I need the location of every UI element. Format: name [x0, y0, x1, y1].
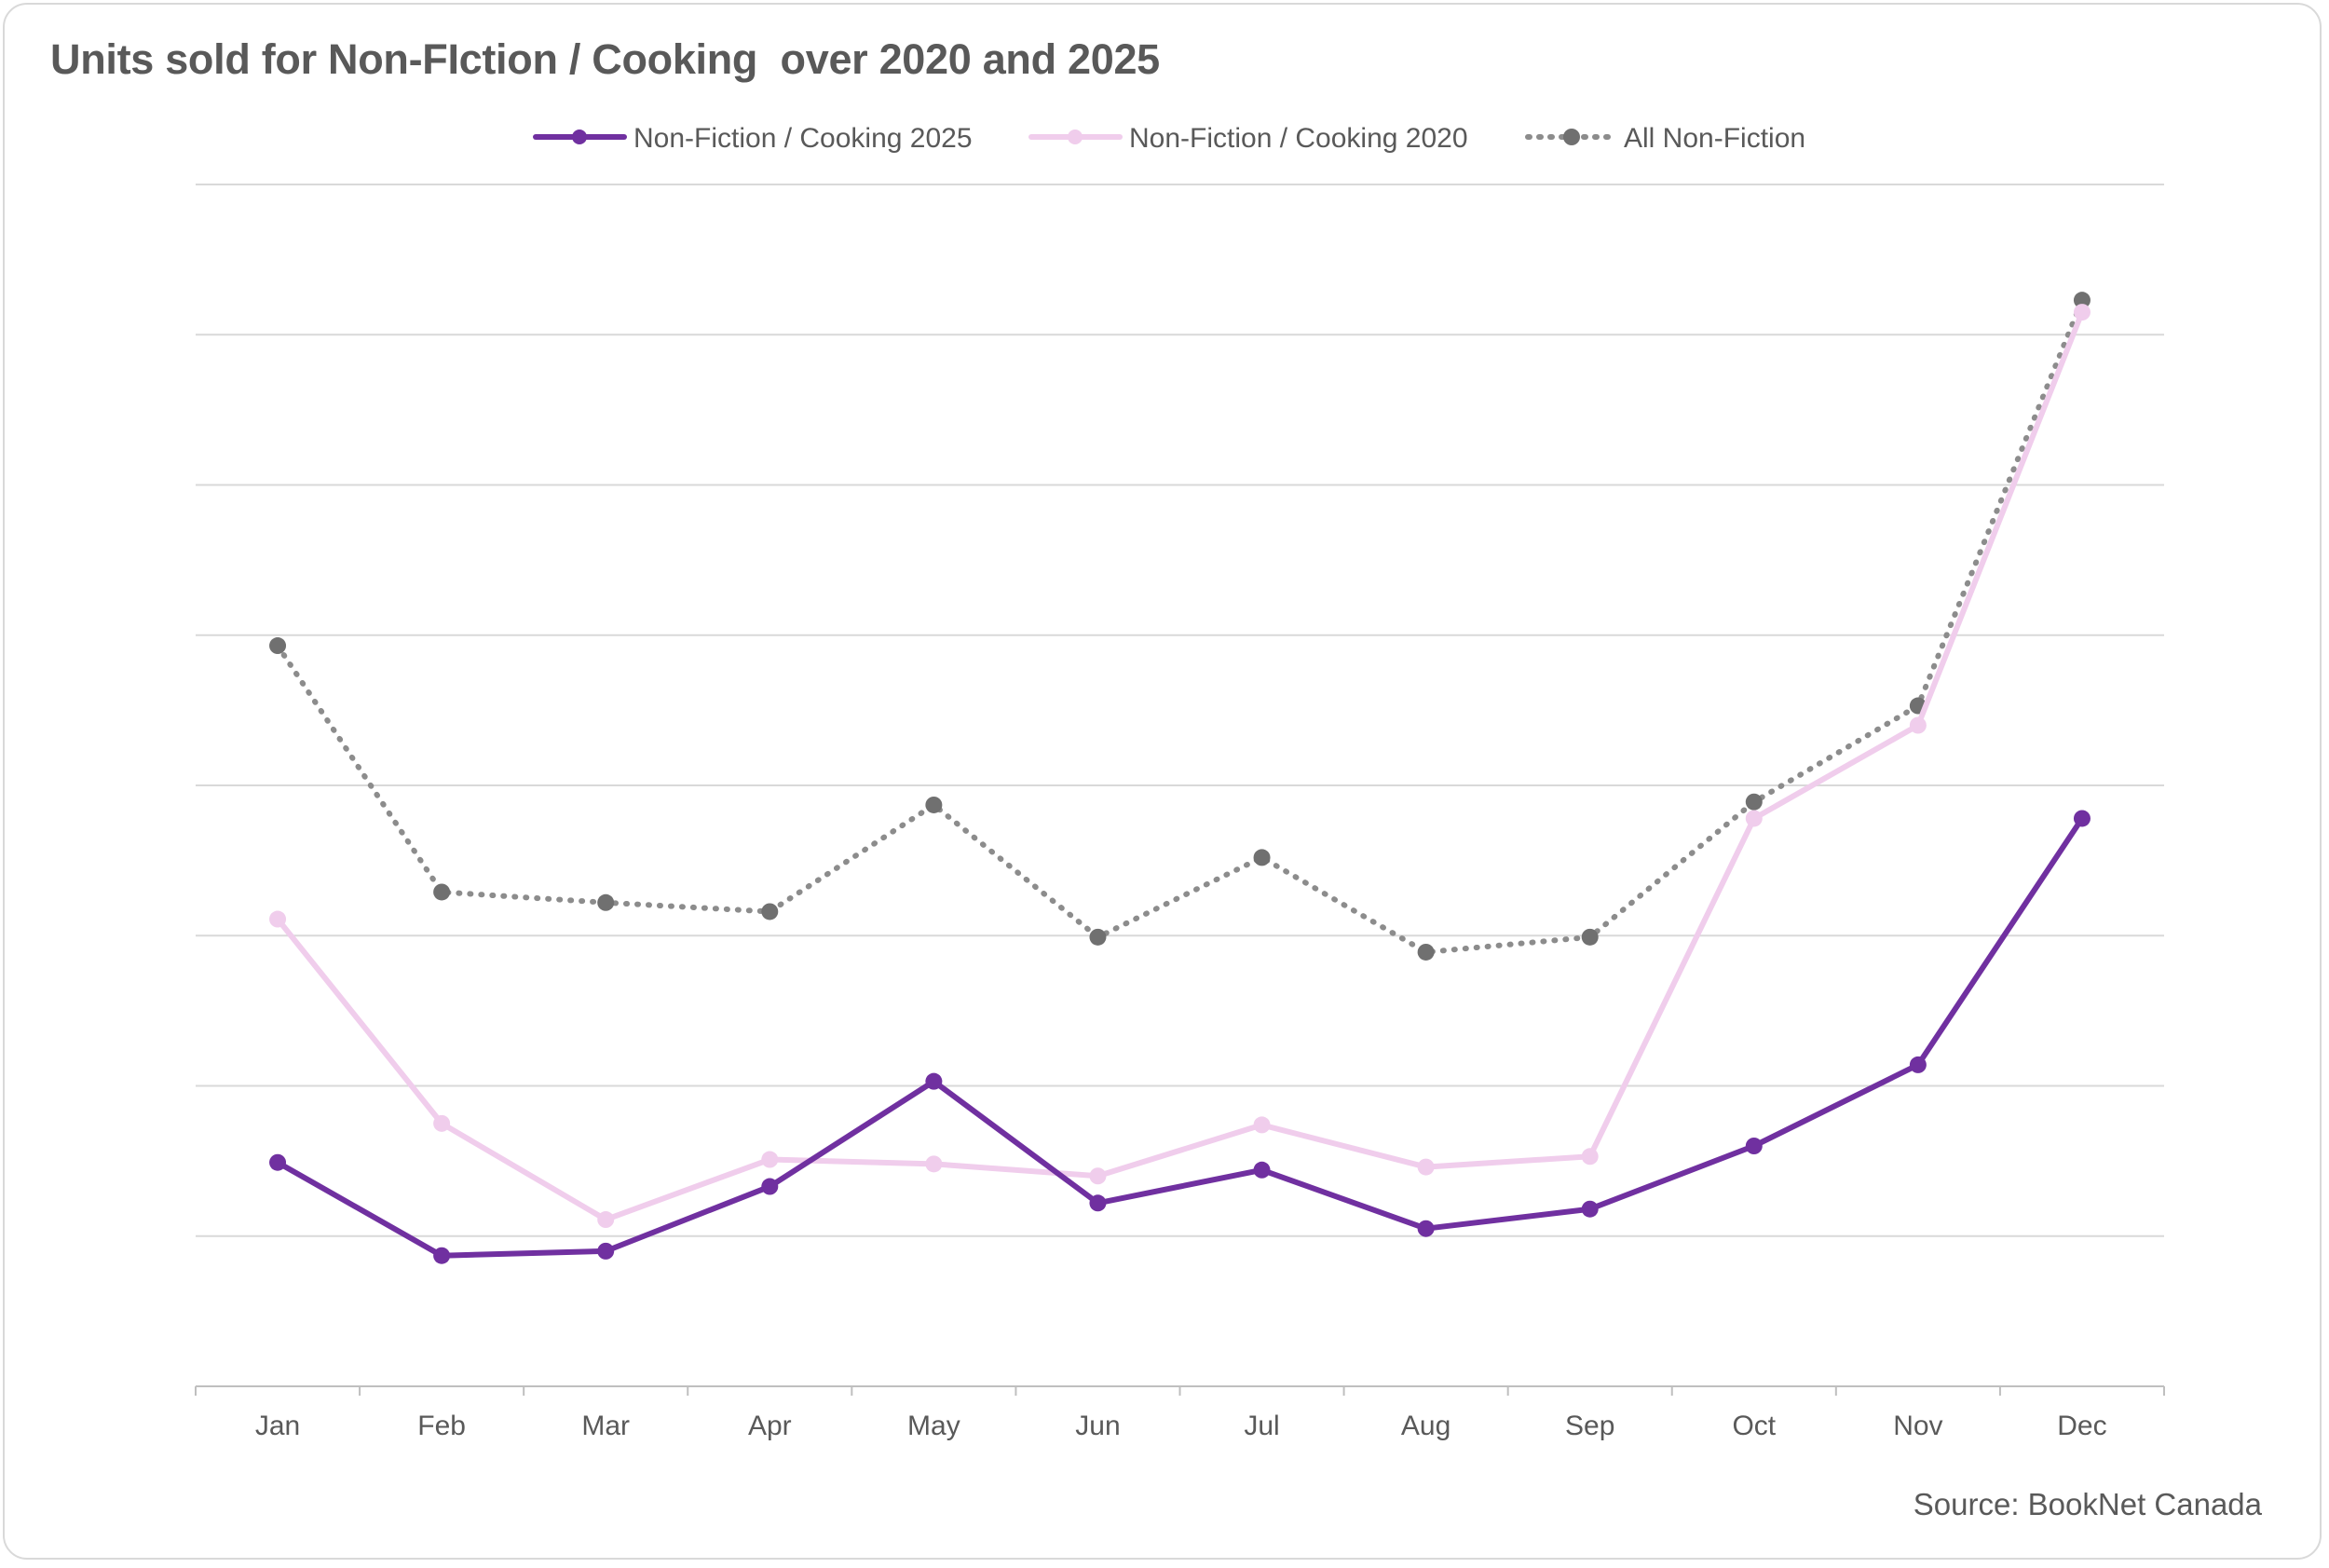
x-tick-label: Feb [417, 1411, 466, 1441]
x-tick-label: Jan [255, 1411, 300, 1441]
series-1 [269, 304, 2091, 1229]
x-tick-label: Sep [1565, 1411, 1614, 1441]
data-point [433, 1247, 451, 1264]
data-point [1089, 1167, 1107, 1185]
data-point [1909, 1056, 1927, 1073]
data-point [1745, 793, 1763, 811]
x-tick-label: Oct [1732, 1411, 1776, 1441]
data-point [1253, 849, 1271, 866]
x-tick-label: Jun [1075, 1411, 1120, 1441]
data-point [269, 910, 287, 928]
x-tick-label: May [907, 1411, 960, 1441]
data-point [597, 893, 615, 911]
gridlines [196, 184, 2164, 1237]
x-tick-label: Aug [1401, 1411, 1451, 1441]
data-point [1253, 1116, 1271, 1134]
series-2 [269, 292, 2091, 961]
legend-item-2025: Non-Fiction / Cooking 2025 [533, 123, 973, 154]
data-point [597, 1211, 615, 1229]
data-point [1417, 1220, 1435, 1237]
x-tick-label: Mar [581, 1411, 630, 1441]
data-point [1745, 1138, 1763, 1154]
data-point [1417, 943, 1435, 961]
data-point [925, 1072, 943, 1090]
data-point [2073, 304, 2091, 321]
x-axis: Jan Feb Mar Apr May Jun Jul Aug Sep Oct Nov Dec [195, 1385, 2165, 1441]
series-layer [269, 292, 2091, 1264]
data-point [2073, 292, 2091, 309]
data-point [433, 883, 451, 901]
data-point [1745, 810, 1763, 827]
data-point [433, 1114, 451, 1132]
data-point [925, 1155, 943, 1173]
series-line [275, 309, 2085, 1223]
data-point [761, 903, 779, 920]
x-tick-label: Apr [748, 1411, 792, 1441]
x-tick-label: Jul [1244, 1411, 1279, 1441]
data-point [1417, 1158, 1435, 1176]
chart-title: Units sold for Non-FIction / Cooking ove… [50, 35, 1160, 83]
data-point [1581, 1148, 1599, 1166]
data-point [1089, 928, 1107, 946]
data-point [1909, 716, 1927, 734]
legend-label-2025: Non-Fiction / Cooking 2025 [633, 123, 973, 154]
x-tick-label: Dec [2057, 1411, 2106, 1441]
legend-item-all-nonfiction: All Non-Fiction [1525, 123, 1805, 154]
chart-legend: Non-Fiction / Cooking 2025 Non-Fiction /… [533, 123, 1805, 154]
legend-label-all-nonfiction: All Non-Fiction [1624, 123, 1805, 154]
data-point [269, 1153, 287, 1171]
data-point [1253, 1161, 1271, 1179]
data-point [2073, 810, 2091, 827]
data-point [761, 1178, 779, 1195]
x-tick-label: Nov [1893, 1411, 1942, 1441]
legend-item-2020: Non-Fiction / Cooking 2020 [1028, 123, 1468, 154]
data-point [925, 796, 943, 813]
source-note: Source: BookNet Canada [1913, 1487, 2262, 1521]
data-point [1089, 1194, 1107, 1212]
data-point [269, 637, 287, 655]
series-line [275, 815, 2085, 1259]
data-point [597, 1242, 615, 1260]
chart-frame [3, 3, 2322, 1560]
data-point [1581, 1200, 1599, 1218]
data-point [761, 1151, 779, 1168]
legend-label-2020: Non-Fiction / Cooking 2020 [1129, 123, 1468, 154]
data-point [1581, 928, 1599, 946]
series-0 [269, 810, 2091, 1264]
series-line [275, 297, 2085, 955]
